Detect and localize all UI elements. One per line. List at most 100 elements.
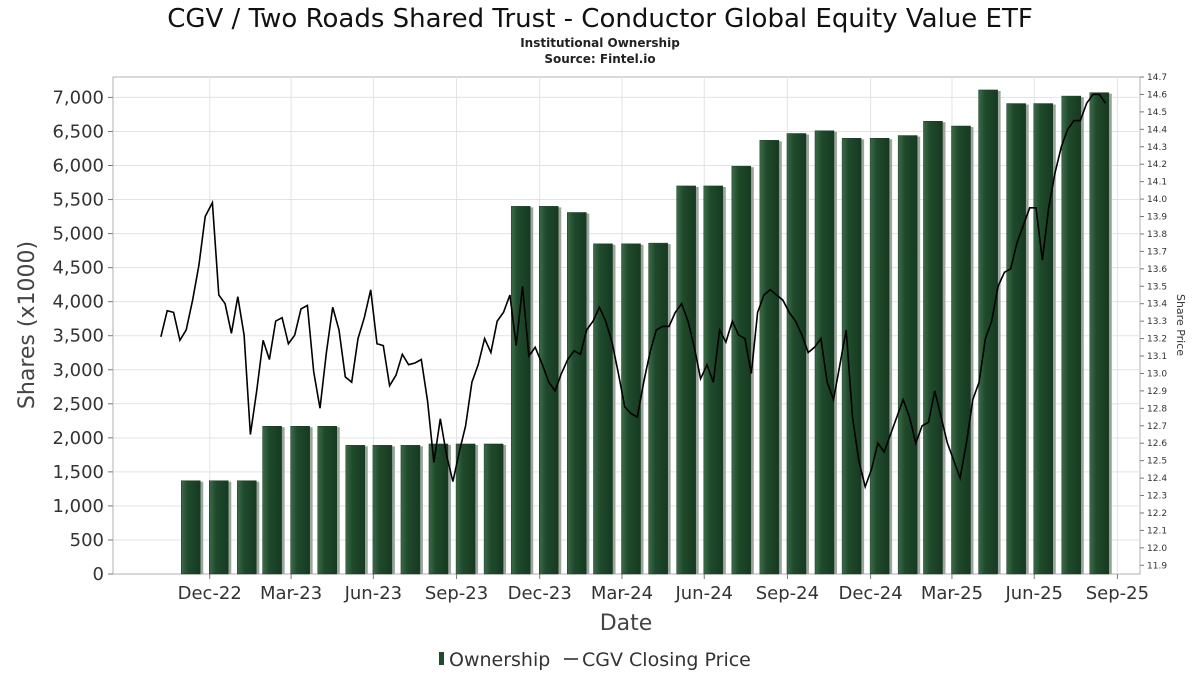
ownership-bar	[428, 443, 449, 575]
ownership-bar	[262, 426, 282, 575]
y2-tick-label: 14.4	[1147, 125, 1167, 135]
ownership-bar	[180, 480, 201, 575]
y-tick-label: 3,500	[52, 326, 104, 347]
x-tick-label: Jun-24	[674, 583, 733, 604]
x-tick-label: Jun-25	[1004, 583, 1063, 604]
y-tick-label: 5,500	[52, 190, 104, 211]
ownership-bar	[510, 206, 531, 575]
y2-tick-label: 13.0	[1147, 369, 1167, 379]
y2-tick-label: 13.6	[1147, 265, 1167, 275]
x-axis: Dec-22 Mar-23 Jun-23 Sep-23 Dec-23 Mar-24 Jun-…	[178, 574, 1149, 604]
y-tick-label: 2,500	[52, 394, 104, 415]
y2-tick-label: 12.2	[1147, 509, 1167, 519]
y-tick-label: 0	[93, 564, 104, 585]
ownership-bar	[621, 243, 641, 575]
ownership-bar	[567, 212, 587, 575]
y2-tick-label: 14.5	[1147, 108, 1167, 118]
y2-tick-label: 14.1	[1147, 178, 1167, 188]
price-line-layer	[160, 93, 1107, 490]
y-axis-right: 11.9 12.0 12.1 12.2 12.3 12.4 12.5 12.6 12.7 12.8…	[1140, 73, 1167, 571]
y2-tick-label: 14.7	[1147, 73, 1167, 83]
ownership-bar	[897, 135, 918, 575]
x-tick-label: Mar-23	[260, 583, 322, 604]
x-tick-label: Sep-25	[1086, 583, 1149, 604]
y2-tick-label: 14.2	[1147, 160, 1167, 170]
legend-ownership-swatch	[439, 652, 444, 665]
y2-tick-label: 13.9	[1147, 213, 1167, 223]
y2-tick-label: 12.5	[1147, 457, 1167, 467]
ownership-bar	[317, 426, 338, 575]
ownership-bar	[648, 242, 668, 575]
legend-price-label: CGV Closing Price	[582, 649, 751, 671]
y2-tick-label: 14.6	[1147, 90, 1167, 100]
x-tick-label: Sep-24	[756, 583, 819, 604]
ownership-bar	[759, 140, 780, 575]
y2-tick-label: 14.3	[1147, 143, 1167, 153]
ownership-bar	[814, 130, 835, 575]
y2-tick-label: 13.8	[1147, 230, 1167, 240]
y2-tick-label: 12.6	[1147, 439, 1167, 449]
y-tick-label: 3,000	[52, 360, 104, 381]
chart-title: CGV / Two Roads Shared Trust - Conductor…	[167, 4, 1033, 34]
ownership-bar	[372, 445, 393, 575]
x-tick-label: Dec-24	[838, 583, 902, 604]
ownership-bar	[593, 243, 613, 575]
chart-source: Source: Fintel.io	[544, 52, 655, 66]
ownership-bar	[290, 426, 310, 575]
y2-tick-label: 13.3	[1147, 317, 1167, 327]
price-line	[160, 93, 1107, 490]
x-tick-label: Jun-23	[344, 583, 403, 604]
y2-tick-label: 12.3	[1147, 492, 1167, 502]
y2-tick-label: 12.1	[1147, 526, 1167, 536]
y2-tick-label: 13.2	[1147, 335, 1167, 345]
ownership-bars	[180, 89, 1112, 575]
y2-tick-label: 12.9	[1147, 387, 1167, 397]
x-tick-label: Mar-24	[591, 583, 653, 604]
y-tick-label: 6,000	[52, 156, 104, 177]
y-tick-label: 7,000	[52, 87, 104, 108]
ownership-bar	[923, 121, 943, 575]
x-axis-title: Date	[600, 611, 653, 636]
y-axis-title: Shares (x1000)	[15, 241, 40, 409]
y2-tick-label: 13.1	[1147, 352, 1167, 362]
y-tick-label: 1,500	[52, 462, 104, 483]
y2-axis-title: Share Price	[1174, 294, 1187, 356]
ownership-bar	[345, 445, 366, 575]
y2-tick-label: 12.7	[1147, 422, 1167, 432]
y2-tick-label: 11.9	[1147, 561, 1167, 571]
y2-tick-label: 12.8	[1147, 404, 1167, 414]
ownership-bar	[786, 133, 807, 575]
ownership-bar	[1061, 95, 1082, 575]
ownership-bar	[539, 206, 559, 575]
y-tick-label: 6,500	[52, 121, 104, 142]
ownership-bar	[209, 480, 229, 575]
legend-ownership-label: Ownership	[449, 649, 550, 671]
ownership-bar	[1089, 92, 1110, 575]
x-tick-label: Sep-23	[425, 583, 488, 604]
x-tick-label: Dec-23	[508, 583, 572, 604]
y-axis-left: 0 500 1,000 1,500 2,000 2,500 3,000 3,500 4,000 4…	[52, 87, 113, 585]
y-tick-label: 1,000	[52, 496, 104, 517]
x-tick-label: Dec-22	[178, 583, 242, 604]
ownership-bar	[676, 185, 696, 575]
ownership-bar	[1006, 103, 1026, 575]
ownership-bar	[869, 138, 890, 575]
ownership-bar	[455, 443, 476, 575]
legend: Ownership CGV Closing Price	[439, 649, 751, 671]
ownership-bar	[951, 125, 971, 575]
y2-tick-label: 13.7	[1147, 247, 1167, 257]
y-tick-label: 4,500	[52, 258, 104, 279]
y2-tick-label: 13.4	[1147, 300, 1167, 310]
y2-tick-label: 14.0	[1147, 195, 1167, 205]
y2-tick-label: 12.4	[1147, 474, 1167, 484]
y-tick-label: 5,000	[52, 224, 104, 245]
y-tick-label: 4,000	[52, 292, 104, 313]
ownership-bar	[483, 443, 504, 575]
ownership-bar	[1033, 103, 1054, 575]
y2-tick-label: 12.0	[1147, 544, 1167, 554]
y2-tick-label: 13.5	[1147, 282, 1167, 292]
ownership-bar	[400, 445, 421, 575]
ownership-bar	[841, 138, 862, 575]
